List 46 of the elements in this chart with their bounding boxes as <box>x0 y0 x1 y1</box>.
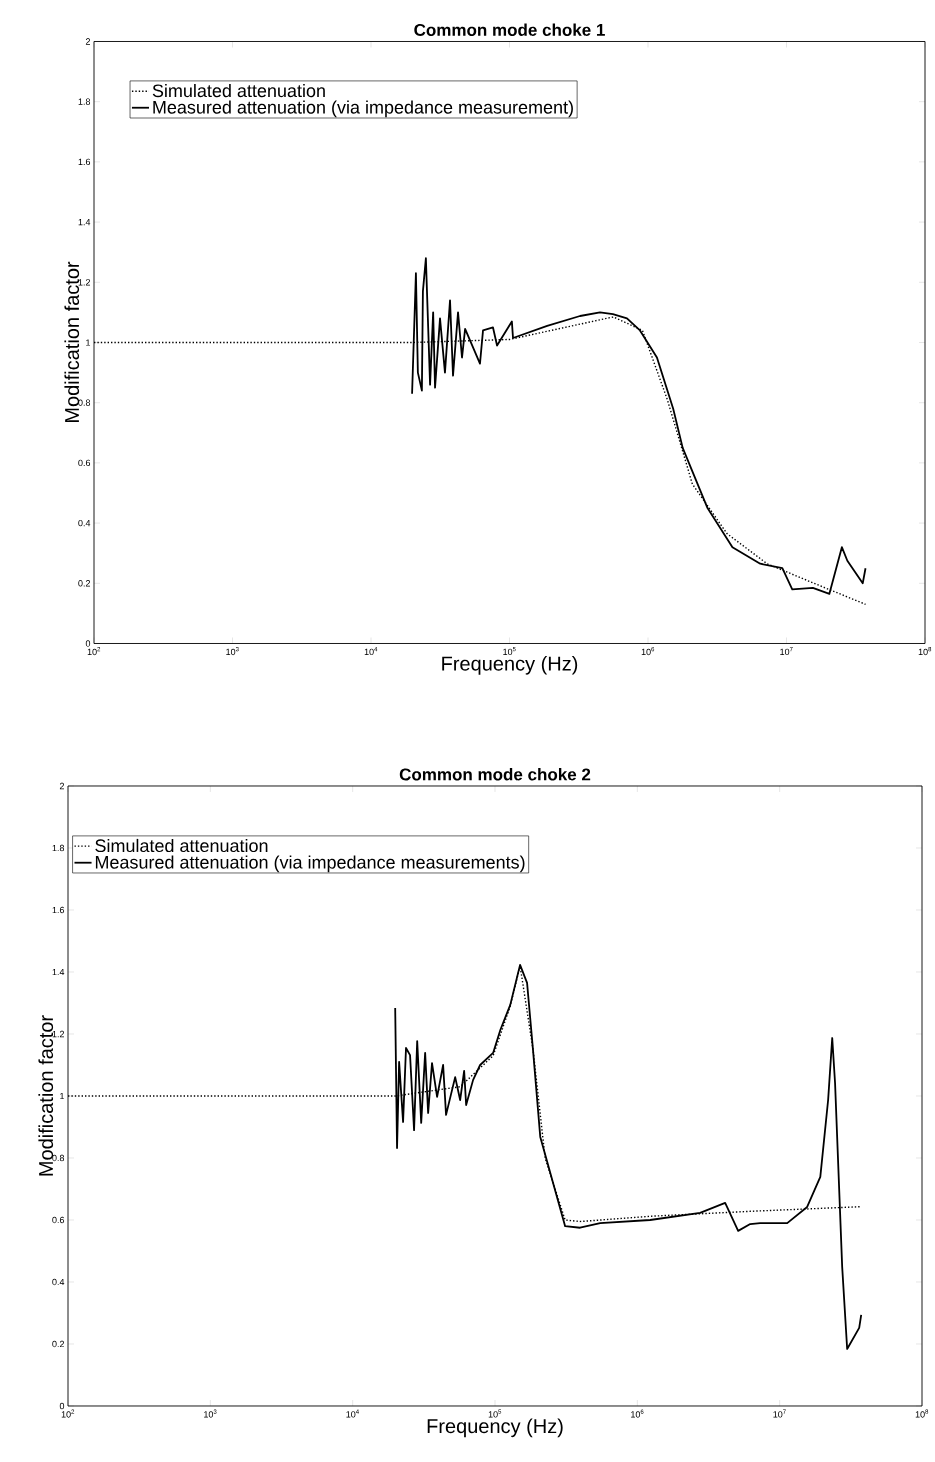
y-tick-label: 1.8 <box>52 844 64 852</box>
y-tick-label: 1.6 <box>52 906 64 914</box>
y-tick-label: 0.4 <box>78 519 91 527</box>
x-tick-label: 10$^{2}$ <box>61 1409 75 1418</box>
legend-label: Measured attenuation (via impedance measurements) <box>95 855 525 873</box>
y-tick-label: 2 <box>85 38 90 45</box>
y-tick-label: 0.6 <box>52 1216 64 1224</box>
y-tick-label: 0.2 <box>52 1340 64 1348</box>
chart-title: Common mode choke 2 <box>399 767 591 781</box>
legend-label: Simulated attenuation <box>95 838 268 853</box>
y-tick-label: 1.6 <box>78 158 90 166</box>
x-tick-label: 10$^{4}$ <box>364 647 378 656</box>
x-tick-label: 10$^{3}$ <box>226 647 239 656</box>
x-tick-label: 10$^{7}$ <box>773 1409 786 1418</box>
y-tick-label: 1 <box>86 339 90 346</box>
y-tick-label: 0.8 <box>52 1154 64 1162</box>
y-tick-label: 0 <box>85 640 90 647</box>
x-tick-label: 10$^{6}$ <box>630 1409 644 1418</box>
y-tick-label: 0.2 <box>78 580 90 587</box>
x-tick-label: 10$^{6}$ <box>641 647 655 656</box>
chart-title: Common mode choke 1 <box>414 23 605 36</box>
y-tick-label: 0 <box>59 1402 64 1410</box>
x-tick-label: 10$^{5}$ <box>503 647 516 656</box>
y-tick-label: 1.2 <box>52 1030 64 1038</box>
x-tick-label: 10$^{3}$ <box>203 1409 217 1418</box>
y-tick-label: 1.4 <box>52 968 65 976</box>
x-tick-label: 10$^{8}$ <box>915 1409 929 1418</box>
x-tick-label: 10$^{8}$ <box>918 647 932 656</box>
y-tick-label: 1 <box>60 1092 64 1100</box>
y-tick-label: 0.6 <box>78 459 90 467</box>
x-tick-label: 10$^{7}$ <box>780 647 793 656</box>
y-tick-label: 1.4 <box>78 218 91 226</box>
y-tick-label: 1.8 <box>78 98 90 105</box>
x-tick-label: 10$^{2}$ <box>87 647 101 656</box>
legend-label: Simulated attenuation <box>152 83 325 98</box>
y-tick-label: 2 <box>59 782 64 790</box>
y-tick-label: 0.4 <box>52 1278 65 1286</box>
y-tick-label: 0.8 <box>78 399 90 406</box>
x-axis-title: Frequency (Hz) <box>427 1418 563 1438</box>
y-tick-label: 1.2 <box>78 279 90 286</box>
x-axis-title: Frequency (Hz) <box>442 655 578 675</box>
y-axis-title: Modification factor <box>38 1015 53 1176</box>
legend-label: Measured attenuation (via impedance measurement) <box>153 100 573 118</box>
x-tick-label: 10$^{5}$ <box>488 1409 502 1418</box>
y-axis-title: Modification factor <box>64 261 79 422</box>
x-tick-label: 10$^{4}$ <box>346 1409 359 1418</box>
